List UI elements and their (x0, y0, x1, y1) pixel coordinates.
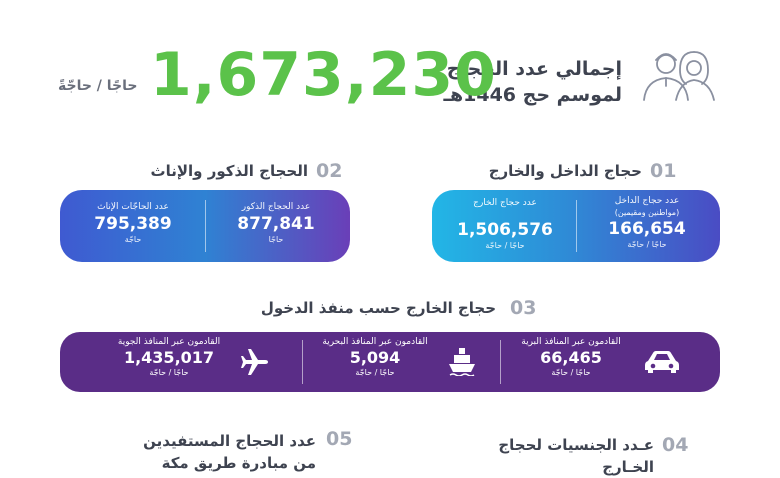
section-title-03: حجاج الخارج حسب منفذ الدخول (260, 299, 496, 317)
stat-sea-unit: حاجًا / حاجّة (355, 368, 395, 377)
section-number-01: 01 (650, 160, 677, 182)
section-title-05: عدد الحجاج المستفيدين من مبادرة طريق مكة (143, 430, 316, 474)
stat-foreign-label: عدد حجاج الخارج (473, 198, 537, 208)
section-title-01: حجاج الداخل والخارج (488, 162, 642, 180)
section-title-05-line2: من مبادرة طريق مكة (161, 454, 316, 472)
panel3-divider-b (302, 340, 303, 384)
total-pilgrims-title: إجمالي عدد الحجاج لموسم حج 1446هـ (402, 56, 622, 108)
total-pilgrims-number: 1,673,230 (150, 40, 497, 110)
stat-females-unit: حاجّة (124, 235, 142, 244)
stat-domestic-unit: حاجًا / حاجّة (627, 240, 667, 249)
stat-air: القادمون عبر المنافذ الجوية 1,435,017 حا… (104, 337, 234, 378)
section-title-04-line2: الخـارج (602, 458, 654, 476)
stat-domestic: عدد حجاج الداخل (مواطنين ومقيمين) 166,65… (582, 196, 712, 250)
section-title-02: الحجاج الذكور والإناث (150, 162, 308, 180)
stat-land-unit: حاجًا / حاجّة (551, 368, 591, 377)
stat-males-unit: حاجًا (268, 235, 284, 244)
stat-domestic-label: عدد حجاج الداخل (614, 196, 680, 206)
stat-land-label: القادمون عبر المنافذ البرية (521, 337, 621, 347)
section-number-03: 03 (510, 297, 537, 319)
panel1-divider (576, 200, 577, 252)
panel3-divider-a (500, 340, 501, 384)
car-icon (645, 351, 679, 373)
total-title-line2: لموسم حج 1446هـ (443, 84, 622, 106)
stat-females: عدد الحاجّات الإناث 795,389 حاجّة (68, 202, 198, 245)
stat-males-label: عدد الحجاج الذكور (241, 202, 311, 212)
section-number-05: 05 (326, 428, 353, 450)
stat-males: عدد الحجاج الذكور 877,841 حاجًا (212, 202, 340, 245)
stat-sea: القادمون عبر المنافذ البحرية 5,094 حاجًا… (310, 337, 440, 378)
total-title-line1: إجمالي عدد الحجاج (446, 58, 622, 80)
stat-males-value: 877,841 (237, 214, 315, 234)
section-title-04-line1: عـدد الجنسيات لحجاج (498, 436, 654, 454)
stat-foreign-value: 1,506,576 (457, 220, 553, 240)
stat-foreign-unit: حاجًا / حاجّة (485, 241, 525, 250)
stat-domestic-sublabel: (مواطنين ومقيمين) (614, 208, 680, 217)
airplane-icon (241, 349, 268, 375)
stat-land-value: 66,465 (540, 348, 602, 367)
ship-icon (449, 348, 475, 376)
section-number-02: 02 (316, 160, 343, 182)
stat-air-unit: حاجًا / حاجّة (149, 368, 189, 377)
stat-land: القادمون عبر المنافذ البرية 66,465 حاجًا… (506, 337, 636, 378)
stat-females-value: 795,389 (94, 214, 172, 234)
stat-air-label: القادمون عبر المنافذ الجوية (117, 337, 221, 347)
stat-sea-value: 5,094 (349, 348, 401, 367)
pilgrims-icon (643, 51, 715, 101)
panel2-divider (205, 200, 206, 252)
section-title-05-line1: عدد الحجاج المستفيدين (143, 432, 316, 450)
stat-domestic-value: 166,654 (608, 219, 686, 239)
stat-foreign: عدد حجاج الخارج 1,506,576 حاجًا / حاجّة (440, 198, 570, 251)
section-title-04: عـدد الجنسيات لحجاج الخـارج (498, 434, 654, 478)
total-unit-label: حاجًا / حاجّةً (58, 78, 138, 94)
section-number-04: 04 (662, 434, 689, 456)
entry-ports-panel (60, 332, 720, 392)
stat-females-label: عدد الحاجّات الإناث (97, 202, 169, 212)
stat-air-value: 1,435,017 (123, 348, 215, 367)
stat-sea-label: القادمون عبر المنافذ البحرية (322, 337, 428, 347)
